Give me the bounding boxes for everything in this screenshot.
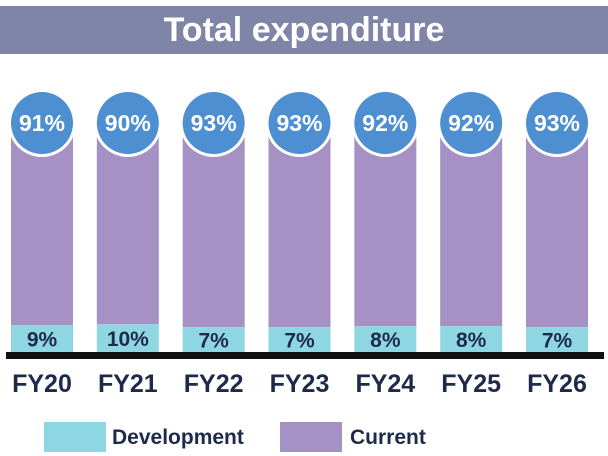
x-tick-label-fy24: FY24 [355, 370, 415, 398]
data-label-current-fy25: 92% [448, 110, 494, 136]
data-label-current-fy22: 93% [191, 110, 237, 136]
x-tick-label-fy21: FY21 [98, 370, 158, 398]
bar-development-fy23 [268, 327, 331, 352]
bar-development-fy25 [440, 326, 503, 352]
data-label-development-fy26: 7% [542, 330, 573, 353]
legend-label-development: Development [112, 426, 244, 449]
data-label-current-fy24: 92% [362, 110, 408, 136]
bar-development-fy21 [96, 324, 159, 352]
label-circle-fy21 [96, 92, 159, 154]
data-label-development-fy24: 8% [370, 329, 401, 352]
legend-swatch-development [44, 422, 106, 452]
x-tick-label-fy22: FY22 [184, 370, 244, 398]
label-circle-fy20 [11, 92, 73, 154]
chart-title-bar: Total expenditure [0, 6, 608, 54]
legend-swatch-current [280, 422, 342, 452]
label-circle-fy24 [354, 92, 417, 154]
data-label-development-fy20: 9% [27, 329, 58, 352]
bar-development-fy22 [182, 327, 245, 352]
data-label-current-fy20: 91% [19, 110, 65, 136]
x-tick-label-fy26: FY26 [527, 370, 587, 398]
x-tick-label-fy23: FY23 [270, 370, 330, 398]
data-label-current-fy23: 93% [276, 110, 322, 136]
stacked-bar-chart: 9% 91% FY20 10% 90% FY21 7% 93% FY22 7% 93% FY23 8% 9… [6, 92, 604, 398]
chart-legend: Development Current [0, 418, 608, 456]
bar-development-fy26 [526, 327, 588, 352]
legend-label-current: Current [350, 426, 426, 449]
x-tick-label-fy25: FY25 [441, 370, 501, 398]
chart-title: Total expenditure [163, 10, 445, 49]
label-circle-fy26 [526, 92, 588, 154]
data-label-development-fy25: 8% [456, 329, 487, 352]
label-circle-fy23 [268, 92, 331, 154]
data-label-current-fy21: 90% [105, 110, 151, 136]
data-label-development-fy21: 10% [107, 328, 149, 351]
data-label-development-fy22: 7% [198, 330, 229, 353]
x-tick-label-fy20: FY20 [12, 370, 72, 398]
x-axis-baseline [6, 352, 604, 359]
data-label-development-fy23: 7% [284, 330, 315, 353]
bar-development-fy20 [11, 325, 73, 352]
label-circle-fy22 [182, 92, 245, 154]
data-label-current-fy26: 93% [534, 110, 580, 136]
bar-development-fy24 [354, 326, 417, 352]
label-circle-fy25 [440, 92, 503, 154]
